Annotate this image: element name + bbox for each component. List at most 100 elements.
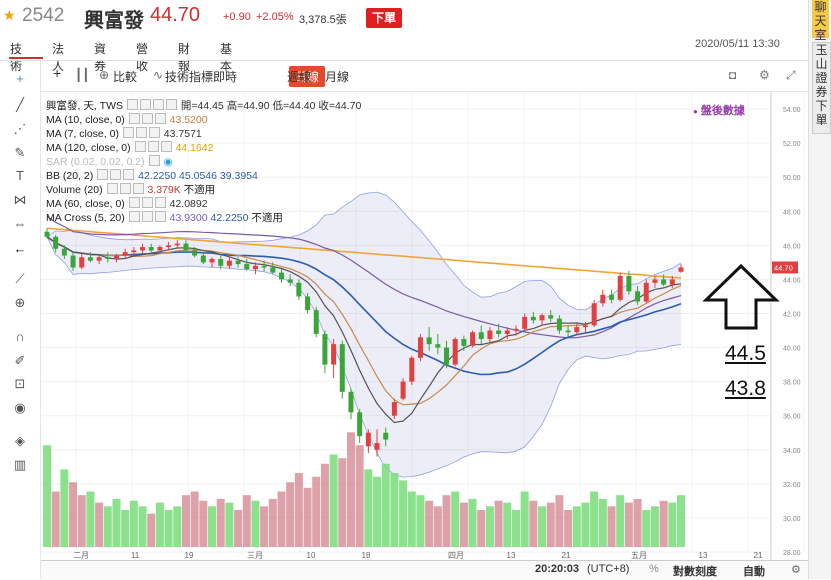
log-scale-toggle[interactable]: 對數刻度 bbox=[673, 566, 717, 578]
tf-day[interactable]: 日線 bbox=[289, 66, 326, 87]
candle-body bbox=[383, 432, 389, 440]
legend-btn-icon[interactable] bbox=[110, 169, 122, 180]
volume-bar bbox=[425, 500, 434, 547]
candle-body bbox=[252, 265, 258, 270]
timezone[interactable]: (UTC+8) bbox=[587, 563, 630, 575]
legend-btn-icon[interactable] bbox=[132, 183, 144, 194]
measure-icon[interactable]: ⇔ bbox=[13, 216, 27, 231]
volume-bar bbox=[320, 463, 329, 547]
trade-volume: 3,378.5張 bbox=[299, 14, 347, 26]
ruler-icon[interactable]: ⟋ bbox=[15, 271, 25, 286]
legend-macross-slow: 42.2250 bbox=[210, 212, 249, 224]
legend-btn-icon[interactable] bbox=[119, 183, 131, 194]
candle-body bbox=[313, 310, 319, 334]
tab-technical[interactable]: 技術 bbox=[10, 42, 23, 73]
legend-btn-icon[interactable] bbox=[154, 197, 166, 208]
volume-bar bbox=[268, 498, 277, 547]
legend-btn-icon[interactable] bbox=[128, 197, 140, 208]
settings-gear-icon[interactable]: ⚙ bbox=[759, 68, 770, 82]
fib-icon[interactable]: ⋰ bbox=[13, 121, 27, 136]
ma10-line bbox=[46, 236, 682, 406]
stock-name: 興富發 bbox=[84, 10, 144, 32]
last-price-tag bbox=[772, 261, 798, 274]
volume-bar bbox=[225, 502, 234, 547]
compare-icon[interactable]: ⊕ bbox=[99, 68, 110, 82]
settings-gear-icon[interactable]: ⚙ bbox=[791, 564, 801, 576]
percent-toggle[interactable]: % bbox=[649, 563, 659, 575]
legend-settings-icon[interactable] bbox=[139, 99, 151, 110]
candle-body bbox=[504, 330, 510, 334]
legend-btn-icon[interactable] bbox=[154, 113, 166, 124]
legend-btn-icon[interactable] bbox=[106, 183, 118, 194]
yushan-order-button[interactable]: 玉山證券下單 bbox=[812, 42, 831, 134]
legend-macross-na: 不適用 bbox=[251, 212, 283, 224]
layers-icon[interactable]: ◈ bbox=[15, 433, 25, 448]
add-symbol-icon[interactable]: + bbox=[53, 65, 62, 81]
legend-btn-icon[interactable] bbox=[148, 155, 160, 166]
tf-week[interactable]: 週線 bbox=[287, 70, 312, 84]
divider bbox=[0, 60, 808, 61]
legend-btn-icon[interactable] bbox=[128, 211, 140, 222]
legend-btn-icon[interactable] bbox=[148, 127, 160, 138]
legend-btn-icon[interactable] bbox=[141, 113, 153, 124]
camera-icon[interactable]: ◘ bbox=[729, 68, 737, 82]
order-button[interactable]: 下單 bbox=[366, 8, 402, 28]
price-axis-label: 54.00 bbox=[783, 107, 801, 114]
legend-btn-icon[interactable] bbox=[123, 169, 135, 180]
legend-btn-icon[interactable] bbox=[97, 169, 109, 180]
legend-close-icon[interactable] bbox=[152, 99, 164, 110]
legend-btn-icon[interactable] bbox=[135, 127, 147, 138]
ma-cross-slow-line bbox=[46, 236, 682, 376]
legend-eye-icon[interactable] bbox=[126, 99, 138, 110]
candle-type-icon[interactable]: ┃┃ bbox=[75, 68, 90, 82]
fullscreen-icon[interactable]: ⤢ bbox=[786, 68, 796, 82]
magnet-icon[interactable]: ∩ bbox=[15, 329, 25, 344]
legend-ma7: MA (7, close, 0) 43.7571 bbox=[46, 127, 202, 141]
trash-icon[interactable]: ▥ bbox=[13, 457, 27, 472]
trend-line-icon[interactable]: ╱ bbox=[16, 97, 24, 112]
legend-btn-icon[interactable] bbox=[122, 127, 134, 138]
volume-bar bbox=[77, 495, 86, 547]
eye-icon[interactable]: ◉ bbox=[14, 400, 26, 415]
tab-institutional[interactable]: 法人 bbox=[52, 42, 65, 73]
legend-btn-icon[interactable] bbox=[128, 113, 140, 124]
legend-btn-icon[interactable] bbox=[134, 141, 146, 152]
tf-intraday[interactable]: 即時 bbox=[213, 70, 238, 84]
candle-body bbox=[270, 267, 276, 273]
pencil-lock-icon[interactable]: ✐ bbox=[14, 353, 26, 368]
tab-basic[interactable]: 基本 bbox=[220, 42, 233, 73]
tab-margin[interactable]: 資券 bbox=[94, 42, 107, 73]
lock-icon[interactable]: ⊡ bbox=[14, 376, 26, 391]
tf-month[interactable]: 月線 bbox=[325, 70, 350, 84]
crosshair-icon[interactable]: + bbox=[16, 71, 24, 86]
zoom-in-icon[interactable]: ⊕ bbox=[14, 295, 26, 310]
compare-button[interactable]: 比較 bbox=[113, 70, 138, 84]
tab-financials[interactable]: 財報 bbox=[178, 42, 191, 73]
pattern-icon[interactable]: ⋈ bbox=[13, 192, 27, 207]
legend-btn-icon[interactable] bbox=[141, 211, 153, 222]
price-axis-label: 32.00 bbox=[783, 482, 801, 489]
brush-icon[interactable]: ✎ bbox=[14, 145, 26, 160]
price-chart[interactable]: 28.00 30.00 32.00 34.00 36.00 38.00 40.00 42.00… bbox=[41, 92, 808, 579]
legend-btn-icon[interactable] bbox=[160, 141, 172, 152]
volume-bar bbox=[190, 491, 199, 547]
legend-btn-icon[interactable] bbox=[147, 141, 159, 152]
chat-room-button[interactable]: 聊天室 bbox=[812, 0, 829, 42]
text-icon[interactable]: T bbox=[16, 168, 24, 183]
drawing-toolbar: + ╱ ⋰ ✎ T ⋈ ⇔ ← ⟋ ⊕ ∩ ✐ ⊡ ◉ ◈ ▥ bbox=[0, 61, 41, 579]
favorite-star-icon[interactable]: ★ bbox=[3, 7, 16, 23]
back-arrow-icon[interactable]: ← bbox=[13, 241, 27, 256]
volume-bar bbox=[381, 463, 390, 547]
indicators-button[interactable]: 技術指標 bbox=[165, 70, 214, 84]
indicator-icon[interactable]: ∿ bbox=[153, 68, 164, 82]
volume-bar bbox=[399, 480, 408, 547]
volume-bar bbox=[677, 495, 685, 547]
auto-scale-toggle[interactable]: 自動 bbox=[743, 566, 765, 578]
candle-body bbox=[339, 344, 345, 392]
candle-body bbox=[522, 316, 528, 329]
legend-sar-eye-icon[interactable]: ◉ bbox=[163, 156, 173, 168]
tab-revenue[interactable]: 營收 bbox=[136, 42, 149, 73]
legend-btn-icon[interactable] bbox=[154, 211, 166, 222]
legend-btn-icon[interactable] bbox=[141, 197, 153, 208]
legend-more-icon[interactable] bbox=[165, 99, 177, 110]
